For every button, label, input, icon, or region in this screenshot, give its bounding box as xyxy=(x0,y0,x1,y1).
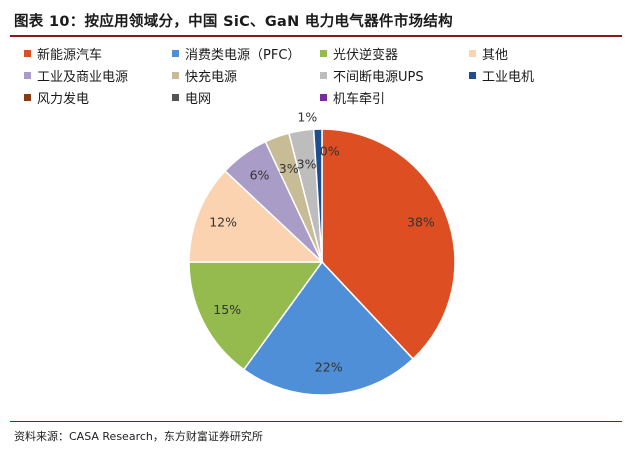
legend-item: 机车牵引 xyxy=(320,88,385,107)
data-label: 0% xyxy=(320,143,340,158)
legend-swatch xyxy=(320,50,327,57)
legend-label: 机车牵引 xyxy=(333,92,386,107)
data-label: 1% xyxy=(297,109,317,124)
pie-slice xyxy=(312,128,323,263)
chart-legend: 新能源汽车 消费类电源（PFC） 光伏逆变器 其他工业及商业电源 快充电源 不间断电源UP… xyxy=(24,42,624,108)
legend-swatch xyxy=(172,94,179,101)
chart-title: 图表 10：按应用领域分，中国 SiC、GaN 电力电气器件市场结构 xyxy=(14,14,453,30)
data-label: 3% xyxy=(297,156,317,171)
legend-label: 消费类电源（PFC） xyxy=(185,48,301,63)
data-label: 38% xyxy=(407,214,435,229)
pie-slice xyxy=(321,128,456,361)
legend-item: 快充电源 xyxy=(172,66,237,85)
legend-label: 快充电源 xyxy=(185,70,238,85)
legend-label: 风力发电 xyxy=(37,92,90,107)
source-note: 资料来源：CASA Research，东方财富证券研究所 xyxy=(14,430,263,443)
legend-item: 新能源汽车 xyxy=(24,44,102,63)
data-label: 15% xyxy=(213,302,241,317)
legend-label: 工业电机 xyxy=(482,70,535,85)
legend-label: 其他 xyxy=(482,48,509,63)
data-label: 3% xyxy=(279,161,299,176)
legend-label: 新能源汽车 xyxy=(37,48,103,63)
legend-item: 消费类电源（PFC） xyxy=(172,44,300,63)
legend-swatch xyxy=(469,72,476,79)
legend-item: 工业电机 xyxy=(469,66,534,85)
source-divider xyxy=(10,421,622,422)
legend-item: 不间断电源UPS xyxy=(320,66,424,85)
legend-swatch xyxy=(172,50,179,57)
pie-slice xyxy=(188,169,324,263)
legend-item: 光伏逆变器 xyxy=(320,44,398,63)
pie-slice xyxy=(242,260,415,396)
legend-label: 不间断电源UPS xyxy=(333,70,424,85)
title-divider xyxy=(10,35,622,37)
legend-item: 工业及商业电源 xyxy=(24,66,128,85)
legend-swatch xyxy=(24,72,31,79)
legend-label: 电网 xyxy=(185,92,212,107)
legend-swatch xyxy=(24,50,31,57)
legend-item: 其他 xyxy=(469,44,508,63)
legend-swatch xyxy=(320,72,327,79)
data-label: 22% xyxy=(315,360,343,375)
legend-swatch xyxy=(24,94,31,101)
legend-label: 光伏逆变器 xyxy=(333,48,399,63)
legend-item: 电网 xyxy=(172,88,211,107)
pie-slice xyxy=(188,261,324,371)
legend-swatch xyxy=(320,94,327,101)
data-label: 6% xyxy=(250,167,270,182)
legend-label: 工业及商业电源 xyxy=(37,70,129,85)
legend-swatch xyxy=(469,50,476,57)
legend-swatch xyxy=(172,72,179,79)
data-label: 12% xyxy=(209,214,237,229)
legend-item: 风力发电 xyxy=(24,88,89,107)
